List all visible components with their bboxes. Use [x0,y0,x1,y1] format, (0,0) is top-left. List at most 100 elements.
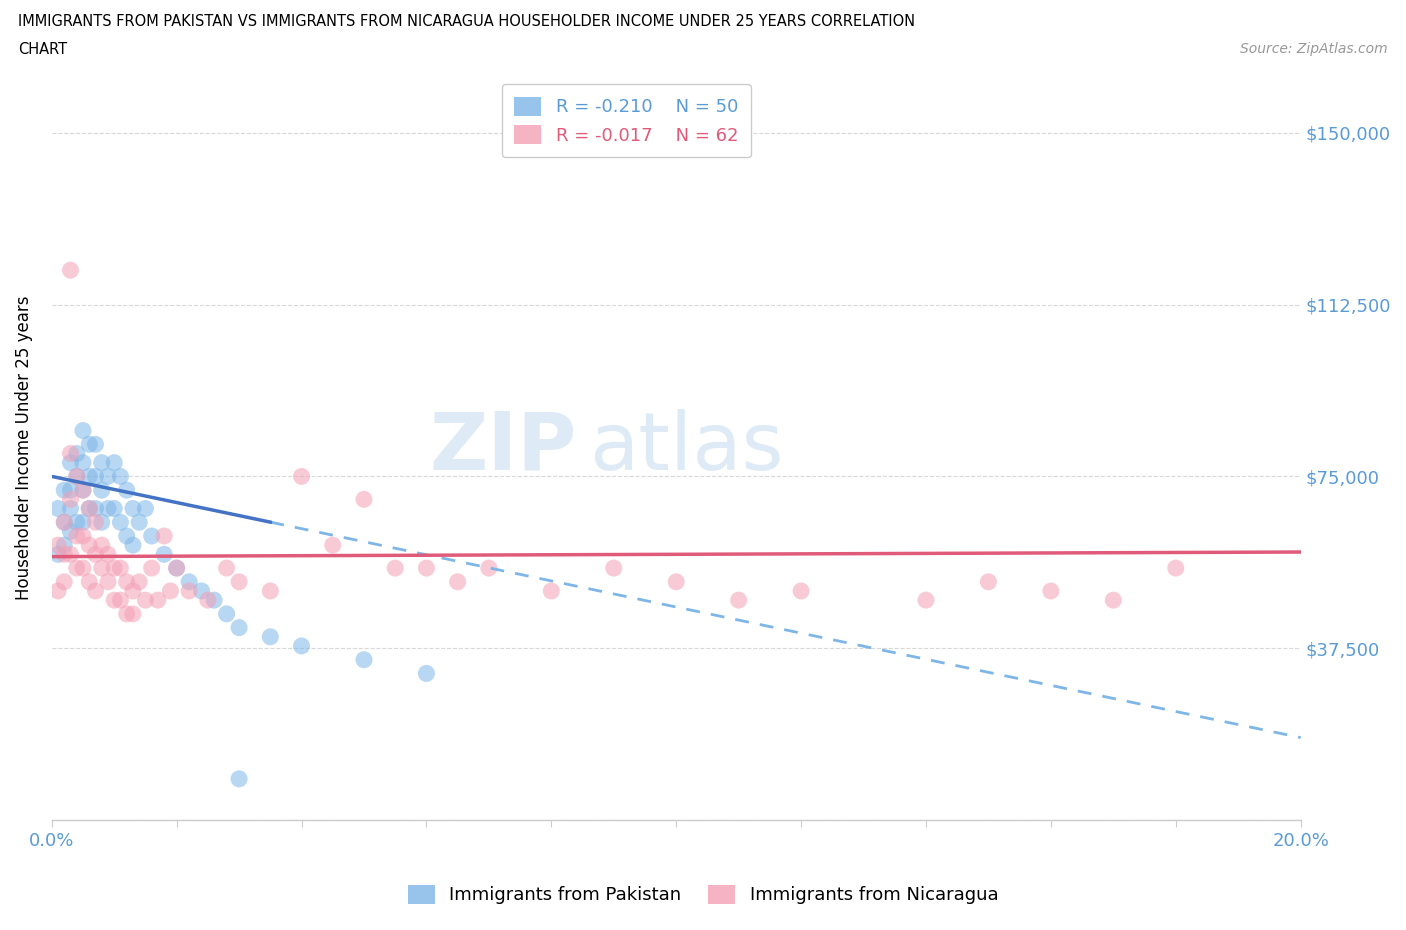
Point [97,575,120,590]
Point [72,561,94,576]
Point [46,583,69,598]
Point [84,515,107,530]
Point [1039,583,1062,598]
Point [446,575,468,590]
Point [77,501,100,516]
Point [59,446,82,461]
Point [415,561,437,576]
Text: Source: ZipAtlas.com: Source: ZipAtlas.com [1240,42,1388,56]
Point [72,455,94,470]
Point [84,547,107,562]
Point [90,455,112,470]
Point [46,501,69,516]
Point [478,561,501,576]
Point [66,446,89,461]
Point [103,592,125,607]
Point [97,547,120,562]
Point [215,561,238,576]
Point [153,547,176,562]
Point [59,492,82,507]
Point [353,652,375,667]
Point [77,538,100,552]
Point [915,592,938,607]
Point [46,547,69,562]
Point [66,515,89,530]
Point [84,437,107,452]
Point [540,583,562,598]
Point [90,515,112,530]
Point [977,575,1000,590]
Point [128,575,150,590]
Point [103,455,125,470]
Point [122,606,145,621]
Point [72,528,94,543]
Point [179,575,201,590]
Point [122,538,145,552]
Point [77,575,100,590]
Point [166,561,188,576]
Point [115,483,138,498]
Point [72,483,94,498]
Point [153,528,176,543]
Point [66,528,89,543]
Text: atlas: atlas [589,409,783,486]
Point [72,483,94,498]
Point [110,592,132,607]
Point [84,469,107,484]
Point [159,583,181,598]
Point [190,583,212,598]
Point [115,606,138,621]
Point [141,528,163,543]
Point [59,547,82,562]
Point [603,561,626,576]
Text: IMMIGRANTS FROM PAKISTAN VS IMMIGRANTS FROM NICARAGUA HOUSEHOLDER INCOME UNDER 2: IMMIGRANTS FROM PAKISTAN VS IMMIGRANTS F… [18,14,915,29]
Point [146,592,169,607]
Point [97,469,120,484]
Point [97,501,120,516]
Point [134,592,156,607]
Point [128,515,150,530]
Point [110,469,132,484]
Point [197,592,219,607]
Point [53,538,76,552]
Point [290,469,312,484]
Point [103,501,125,516]
Text: ZIP: ZIP [429,409,576,486]
Point [90,561,112,576]
Point [790,583,813,598]
Point [322,538,344,552]
Point [46,538,69,552]
Point [290,639,312,654]
Point [59,263,82,278]
Point [259,583,281,598]
Point [53,547,76,562]
Point [228,620,250,635]
Point [134,501,156,516]
Point [115,575,138,590]
Point [72,423,94,438]
Point [77,501,100,516]
Point [90,538,112,552]
Point [665,575,688,590]
Point [53,515,76,530]
Point [122,501,145,516]
Text: CHART: CHART [18,42,67,57]
Point [66,561,89,576]
Y-axis label: Householder Income Under 25 years: Householder Income Under 25 years [15,296,32,600]
Point [415,666,437,681]
Point [59,455,82,470]
Point [84,583,107,598]
Point [84,501,107,516]
Point [110,561,132,576]
Point [72,515,94,530]
Point [77,437,100,452]
Point [59,483,82,498]
Point [53,575,76,590]
Point [90,483,112,498]
Point [59,501,82,516]
Point [228,575,250,590]
Legend: Immigrants from Pakistan, Immigrants from Nicaragua: Immigrants from Pakistan, Immigrants fro… [401,878,1005,911]
Point [115,528,138,543]
Point [59,524,82,538]
Point [53,483,76,498]
